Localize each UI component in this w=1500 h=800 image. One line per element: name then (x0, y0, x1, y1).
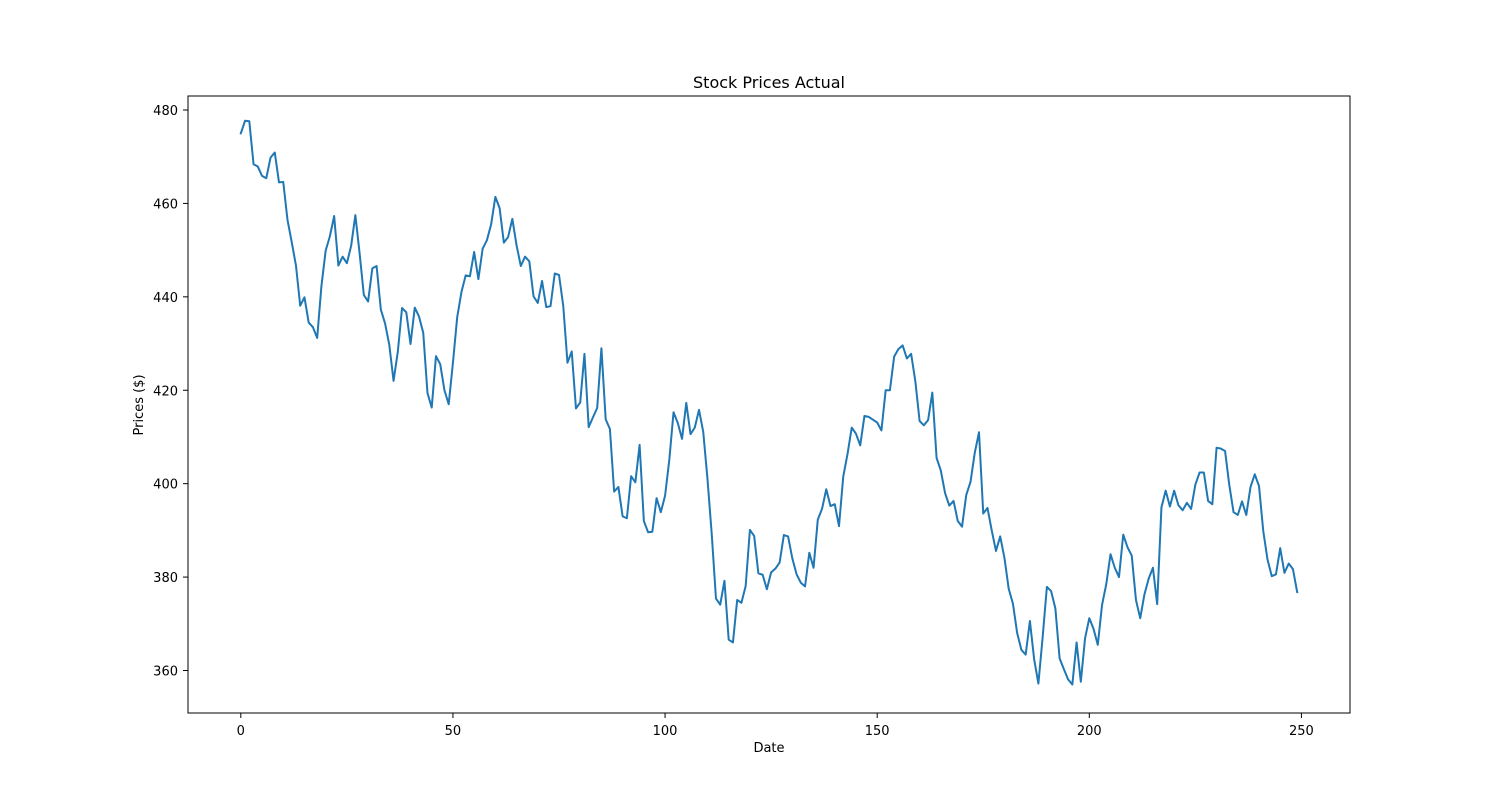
chart-title: Stock Prices Actual (693, 73, 845, 92)
x-tick-label: 100 (653, 724, 678, 739)
x-tick-label: 50 (445, 724, 462, 739)
x-tick-label: 200 (1077, 724, 1102, 739)
y-tick-label: 440 (153, 291, 178, 306)
x-tick-label: 250 (1289, 724, 1314, 739)
y-tick-label: 400 (153, 478, 178, 493)
y-tick-label: 420 (153, 384, 178, 399)
price-series-line (239, 119, 1299, 686)
x-axis-label: Date (753, 741, 784, 756)
y-tick-label: 460 (153, 197, 178, 212)
y-tick-label: 480 (153, 104, 178, 119)
x-axis: 0 50 100 150 200 250 (237, 713, 1314, 739)
x-tick-label: 150 (865, 724, 890, 739)
y-axis: 360 380 400 420 440 460 480 (153, 104, 188, 679)
plot-frame (187, 95, 1351, 714)
y-axis-label: Prices ($) (132, 374, 147, 435)
x-tick-label: 0 (237, 724, 245, 739)
y-tick-label: 360 (153, 664, 178, 679)
plot-area (239, 119, 1299, 686)
y-tick-label: 380 (153, 571, 178, 586)
